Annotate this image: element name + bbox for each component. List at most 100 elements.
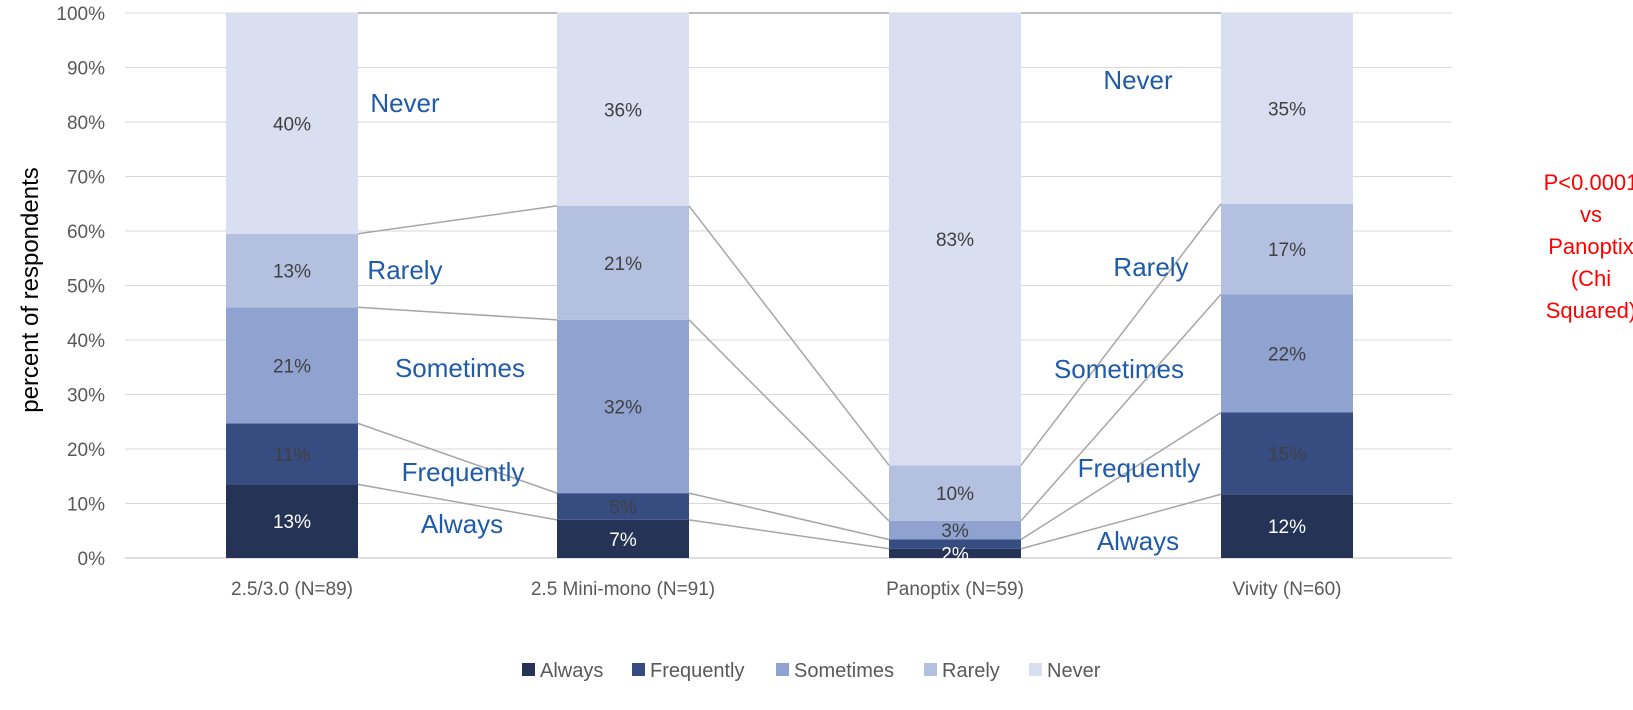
- data-labels: 13% 11% 21% 13% 40% 7% 5% 32% 21% 36% 2%3% 10% 83% 12…: [273, 99, 1306, 565]
- legend-item-frequently: Frequently: [632, 660, 745, 682]
- data-label: 11%: [274, 445, 311, 466]
- series-line: [357, 483, 558, 521]
- y-tick-label: 0%: [78, 549, 106, 570]
- data-label: 3%: [941, 521, 969, 542]
- data-label: 21%: [273, 356, 311, 377]
- series-line: [357, 422, 558, 494]
- legend-swatch: [1029, 663, 1042, 676]
- y-tick-label: 50%: [67, 277, 105, 298]
- series-line: [357, 306, 558, 321]
- legend-label: Sometimes: [794, 660, 894, 682]
- legend-label: Always: [540, 660, 603, 682]
- p-value-line-2: vs: [1580, 202, 1602, 227]
- annotation-sometimes-left: Sometimes: [395, 353, 525, 383]
- series-line: [688, 205, 890, 466]
- y-tick-label: 20%: [67, 440, 105, 461]
- x-tick-label: Panoptix (N=59): [886, 579, 1024, 600]
- legend-label: Rarely: [942, 660, 1000, 682]
- series-line: [1020, 411, 1222, 541]
- legend-label: Frequently: [650, 660, 745, 682]
- legend-swatch: [776, 663, 789, 676]
- bar-segment-frequently: [226, 423, 358, 485]
- data-label: 32%: [604, 397, 642, 418]
- right-annotations: Never Rarely Sometimes Frequently Always: [1054, 65, 1200, 556]
- data-label: 12%: [1268, 517, 1306, 538]
- data-label: 13%: [273, 512, 311, 533]
- series-lines: [357, 12, 1222, 550]
- series-line: [357, 205, 558, 235]
- annotation-frequently-right: Frequently: [1078, 453, 1201, 483]
- legend-swatch: [632, 663, 645, 676]
- x-tick-label: 2.5 Mini-mono (N=91): [531, 579, 715, 600]
- y-tick-label: 10%: [67, 495, 105, 516]
- series-line: [1020, 293, 1222, 522]
- y-tick-label: 80%: [67, 113, 105, 134]
- bar-segment-never: [226, 13, 358, 234]
- legend-swatch: [522, 663, 535, 676]
- legend: Always Frequently Sometimes Rarely Never: [522, 660, 1101, 682]
- legend-item-rarely: Rarely: [924, 660, 1000, 682]
- annotation-never-right: Never: [1103, 65, 1173, 95]
- bar-segment-rarely: [1221, 203, 1353, 295]
- bar-segment-sometimes: [557, 319, 689, 494]
- data-label: 17%: [1268, 240, 1306, 261]
- series-line: [688, 519, 890, 550]
- data-label: 15%: [1268, 444, 1306, 465]
- annotation-frequently-left: Frequently: [402, 457, 525, 487]
- bar-segment-never: [557, 13, 689, 206]
- bar-segment-frequently: [889, 539, 1021, 549]
- y-tick-label: 40%: [67, 331, 105, 352]
- bar-segment-never: [1221, 13, 1353, 204]
- annotation-rarely-right: Rarely: [1113, 252, 1188, 282]
- data-label: 7%: [609, 530, 637, 551]
- legend-label: Never: [1047, 660, 1101, 682]
- bar-segment-never: [889, 13, 1021, 466]
- bar-segment-always: [226, 484, 358, 558]
- bar-segment-rarely: [226, 233, 358, 308]
- series-line: [1020, 493, 1222, 550]
- bar-segment-rarely: [557, 205, 689, 320]
- y-tick-label: 100%: [56, 4, 105, 25]
- x-tick-label: 2.5/3.0 (N=89): [231, 579, 353, 600]
- bar-segment-always: [1221, 494, 1353, 558]
- legend-item-always: Always: [522, 660, 603, 682]
- annotation-sometimes-right: Sometimes: [1054, 354, 1184, 384]
- data-label: 40%: [273, 114, 311, 135]
- bar-segment-sometimes: [226, 307, 358, 424]
- annotation-never-left: Never: [370, 88, 440, 118]
- data-label: 21%: [604, 254, 642, 275]
- annotation-rarely-left: Rarely: [367, 255, 442, 285]
- annotation-always-left: Always: [421, 509, 503, 539]
- bar-segment-sometimes: [889, 520, 1021, 540]
- p-value-annotation: P<0.0001 vs Panoptix (Chi Squared): [1544, 170, 1633, 323]
- annotation-always-right: Always: [1097, 526, 1179, 556]
- data-label: 83%: [936, 230, 974, 251]
- data-label: 2%: [941, 544, 969, 565]
- bar-segment-always: [557, 519, 689, 558]
- data-label: 36%: [604, 100, 642, 121]
- series-line: [688, 319, 890, 522]
- x-tick-label: Vivity (N=60): [1233, 579, 1342, 600]
- y-tick-label: 60%: [67, 222, 105, 243]
- p-value-line-4: (Chi: [1571, 266, 1611, 291]
- series-line: [688, 492, 890, 541]
- legend-item-never: Never: [1029, 660, 1101, 682]
- left-annotations: Never Rarely Sometimes Frequently Always: [367, 88, 525, 539]
- y-tick-label: 30%: [67, 386, 105, 407]
- bar-segment-always: [889, 548, 1021, 558]
- p-value-line-5: Squared): [1546, 298, 1633, 323]
- axes: 0% 10% 20% 30% 40% 50% 60% 70% 80% 90% 100% 2.5/3.0…: [56, 4, 1341, 600]
- p-value-line-1: P<0.0001: [1544, 170, 1633, 195]
- bar-segment-sometimes: [1221, 294, 1353, 413]
- data-label: 13%: [273, 262, 311, 283]
- series-line: [1020, 203, 1222, 466]
- bar-segment-rarely: [889, 465, 1021, 521]
- data-label: 5%: [609, 497, 637, 518]
- y-tick-label: 90%: [67, 59, 105, 80]
- data-label: 10%: [936, 484, 974, 505]
- data-label: 22%: [1268, 344, 1306, 365]
- bar-segment-frequently: [1221, 412, 1353, 495]
- data-label: 35%: [1268, 99, 1306, 120]
- p-value-line-3: Panoptix: [1548, 234, 1633, 259]
